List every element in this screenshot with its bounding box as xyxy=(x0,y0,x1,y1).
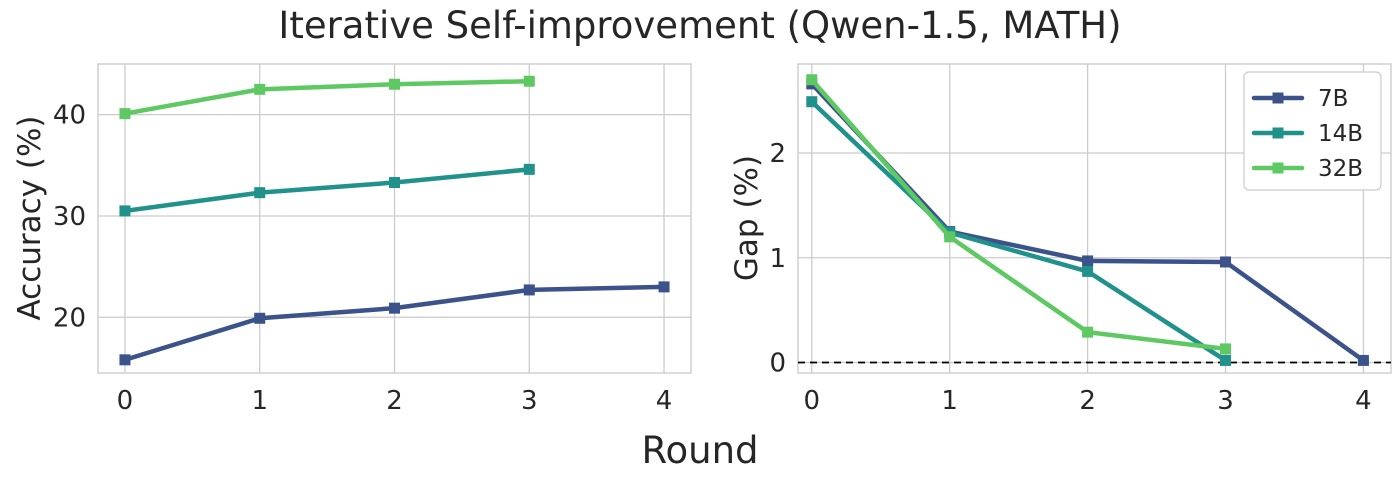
accuracy-point-7B xyxy=(254,312,266,324)
accuracy-line-14B xyxy=(122,167,532,214)
accuracy-point-32B xyxy=(389,78,400,90)
accuracy-ytick-label: 20 xyxy=(53,303,86,333)
accuracy-ylabel: Accuracy (%) xyxy=(12,115,48,320)
accuracy-point-14B xyxy=(119,205,131,217)
gap-point-14B xyxy=(806,96,818,108)
accuracy-point-7B xyxy=(523,284,535,296)
gap-xtick-label: 0 xyxy=(804,386,821,416)
accuracy-xtick-label: 1 xyxy=(251,386,268,416)
gap-line-32B xyxy=(809,77,1228,352)
gap-xtick-label: 4 xyxy=(1355,386,1372,416)
accuracy-panel: 0 1 2 3 4 20 30 40 Accuracy (%) xyxy=(12,63,692,416)
gap-point-7B xyxy=(1220,256,1232,268)
accuracy-point-32B xyxy=(119,108,131,120)
legend-marker-14B xyxy=(1272,127,1284,139)
gap-xtick-label: 1 xyxy=(941,386,958,416)
accuracy-point-7B xyxy=(658,281,670,293)
gap-point-14B xyxy=(1220,354,1232,366)
accuracy-xtick-label: 0 xyxy=(117,386,134,416)
accuracy-point-14B xyxy=(254,187,266,199)
gap-ylabel: Gap (%) xyxy=(729,155,765,281)
gap-point-32B xyxy=(944,231,956,243)
legend-marker-7B xyxy=(1272,92,1284,104)
accuracy-point-32B xyxy=(523,75,535,87)
accuracy-xtick-label: 3 xyxy=(521,386,538,416)
accuracy-ytick-label: 40 xyxy=(53,101,86,131)
accuracy-point-32B xyxy=(254,83,266,95)
gap-ytick-label: 1 xyxy=(769,244,786,274)
accuracy-series xyxy=(119,75,670,366)
accuracy-point-14B xyxy=(523,163,535,175)
legend-label-7B: 7B xyxy=(1318,86,1348,112)
legend-marker-32B xyxy=(1272,162,1284,174)
gap-point-32B xyxy=(1220,343,1232,355)
gap-point-7B xyxy=(1082,255,1094,267)
accuracy-xtick-label: 2 xyxy=(386,386,403,416)
gap-point-14B xyxy=(1082,265,1094,277)
accuracy-xtick-label: 4 xyxy=(656,386,673,416)
accuracy-ytick-label: 30 xyxy=(53,202,86,232)
gap-point-32B xyxy=(1082,326,1094,338)
accuracy-point-7B xyxy=(389,302,400,314)
gap-panel: 0 1 2 3 4 0 1 2 Gap (%) 7B 14B 32B xyxy=(729,63,1392,416)
gap-ytick-label: 2 xyxy=(769,139,786,169)
gap-xtick-label: 2 xyxy=(1079,386,1096,416)
accuracy-point-14B xyxy=(389,177,400,189)
gap-line-14B xyxy=(809,99,1228,363)
accuracy-ticks: 0 1 2 3 4 20 30 40 xyxy=(53,101,672,416)
legend-label-14B: 14B xyxy=(1318,121,1363,147)
gap-ticks: 0 1 2 3 4 0 1 2 xyxy=(769,139,1371,416)
accuracy-line-32B xyxy=(122,78,532,116)
accuracy-point-7B xyxy=(119,354,131,366)
figure-title: Iterative Self-improvement (Qwen-1.5, MA… xyxy=(278,4,1121,47)
gap-point-7B xyxy=(1357,354,1369,366)
legend: 7B 14B 32B xyxy=(1243,71,1382,191)
x-axis-label: Round xyxy=(641,429,758,472)
gap-point-32B xyxy=(806,74,818,86)
gap-ytick-label: 0 xyxy=(769,349,786,379)
legend-label-32B: 32B xyxy=(1318,156,1363,182)
gap-series xyxy=(806,74,1369,366)
gap-xtick-label: 3 xyxy=(1217,386,1234,416)
